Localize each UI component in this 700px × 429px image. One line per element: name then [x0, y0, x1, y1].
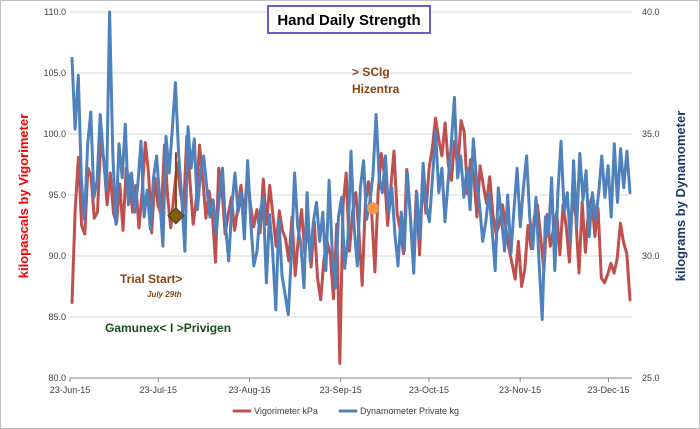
- trial-start-marker: [167, 207, 185, 225]
- title-box: [267, 5, 431, 34]
- y-tick-label-left: 85.0: [48, 312, 66, 322]
- y-tick-label-right: 25.0: [642, 373, 660, 383]
- x-ticks: 23-Jun-15 23-Jul-15 23-Aug-15 23-Sep-15 23-O…: [50, 378, 629, 395]
- annotation-july-29th: July 29th: [147, 290, 182, 299]
- chart-title: Hand Daily Strength: [277, 12, 420, 29]
- series-line-dynamometer: [70, 10, 632, 321]
- markers: [167, 152, 380, 225]
- y-tick-label-right: 30.0: [642, 251, 660, 261]
- x-tick-label: 23-Aug-15: [228, 385, 270, 395]
- scig-marker: [367, 202, 380, 215]
- y-tick-label-left: 95.0: [48, 190, 66, 200]
- legend: Vigorimeter kPa Dynamometer Private kg: [232, 406, 459, 416]
- legend-label-dynamometer: Dynamometer Private kg: [360, 406, 459, 416]
- left-y-ticks: 80.0 85.0 90.0 95.0 100.0 105.0 110.0: [43, 7, 66, 383]
- y-tick-label-right: 35.0: [642, 129, 660, 139]
- x-tick-label: 23-Jul-15: [140, 385, 178, 395]
- x-tick-label: 23-Nov-15: [499, 385, 541, 395]
- y-tick-label-left: 105.0: [43, 68, 66, 78]
- y-tick-label-left: 90.0: [48, 251, 66, 261]
- annotation-gamunex-privigen: Gamunex< I >Privigen: [105, 321, 231, 335]
- y-axis-label-right: kilograms by Dynamometer: [673, 111, 688, 282]
- series-lines: [70, 10, 632, 365]
- annotation-hizentra: Hizentra: [352, 82, 400, 96]
- y-tick-label-right: 40.0: [642, 7, 660, 17]
- annotation-scig: > SCIg: [352, 65, 390, 79]
- y-tick-label-left: 110.0: [44, 7, 66, 17]
- y-axis-label-left: kilopascals by Vigorimeter: [16, 114, 31, 279]
- y-tick-label-left: 80.0: [48, 373, 66, 383]
- x-tick-label: 23-Sep-15: [320, 385, 362, 395]
- x-tick-label: 23-Dec-15: [587, 385, 629, 395]
- right-y-ticks: 25.0 30.0 35.0 40.0: [642, 7, 660, 383]
- x-tick-label: 23-Oct-15: [409, 385, 449, 395]
- y-tick-label-left: 100.0: [43, 129, 66, 139]
- annotation-trial-start: Trial Start>: [120, 272, 182, 286]
- legend-label-vigorimeter: Vigorimeter kPa: [254, 406, 318, 416]
- x-tick-label: 23-Jun-15: [50, 385, 91, 395]
